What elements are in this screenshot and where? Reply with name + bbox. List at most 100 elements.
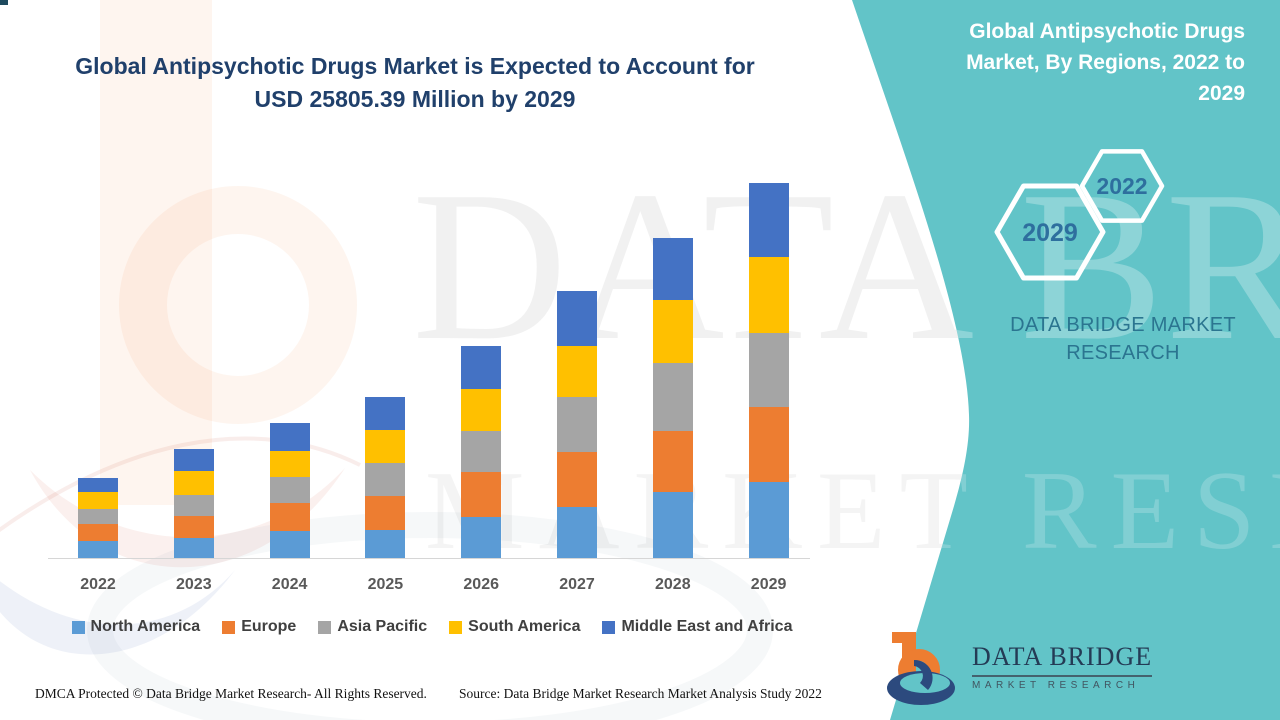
bar-segment-north-america <box>557 507 597 558</box>
x-axis-label: 2029 <box>750 576 787 593</box>
bar-segment-north-america <box>269 531 310 558</box>
legend-label: Asia Pacific <box>337 618 428 635</box>
bar-segment-south-america <box>652 300 693 364</box>
bar-segment-south-america <box>461 388 502 431</box>
side-panel-heading: Global Antipsychotic Drugs Market, By Re… <box>966 20 1245 105</box>
bar-segment-europe <box>269 503 310 532</box>
bar-segment-asia-pacific <box>365 462 406 496</box>
watermark-thin-arc <box>0 436 361 533</box>
x-axis-label: 2025 <box>367 576 404 593</box>
bar-2022 <box>78 478 118 558</box>
bar-segment-north-america <box>461 517 502 558</box>
bar-segment-north-america <box>748 482 789 558</box>
bar-segment-asia-pacific <box>652 363 693 431</box>
brand-logo-icon <box>887 632 955 705</box>
hexagon-2029 <box>994 183 1106 281</box>
bar-segment-asia-pacific <box>78 509 118 525</box>
hexagons <box>994 149 1165 281</box>
watermark-ellipse <box>87 512 773 720</box>
x-axis-label: 2026 <box>463 576 499 593</box>
legend-item-europe: Europe <box>222 618 296 636</box>
bar-segment-asia-pacific <box>748 332 789 408</box>
side-panel-shape <box>852 0 1280 720</box>
brand-logo: DATA BRIDGE MARKET RESEARCH <box>884 630 1153 710</box>
bar-segment-asia-pacific <box>269 477 310 504</box>
bar-segment-europe <box>748 407 789 483</box>
bar-segment-south-america <box>557 346 597 397</box>
legend-item-asia-pacific: Asia Pacific <box>318 618 427 636</box>
legend-swatch <box>602 620 616 634</box>
legend-label: Middle East and Africa <box>621 618 793 635</box>
bar-segment-middle-east-and-africa <box>557 291 597 346</box>
bar-segment-middle-east-and-africa <box>461 346 502 389</box>
bar-segment-middle-east-and-africa <box>652 238 693 301</box>
legend-label: North America <box>90 618 201 635</box>
bar-segment-asia-pacific <box>173 495 214 516</box>
bar-2025 <box>365 397 406 558</box>
bar-segment-middle-east-and-africa <box>365 397 406 430</box>
chart-title-line1: Global Antipsychotic Drugs Market is Exp… <box>75 53 755 79</box>
bar-segment-south-america <box>748 257 789 333</box>
bar-segment-asia-pacific <box>557 396 597 452</box>
x-axis-label: 2023 <box>176 576 212 593</box>
bar-segment-middle-east-and-africa <box>748 183 789 258</box>
bar-segment-europe <box>652 430 693 493</box>
bar-2026 <box>461 346 502 558</box>
bar-segment-europe <box>78 524 118 541</box>
bar-2023 <box>173 449 214 558</box>
bar-segment-middle-east-and-africa <box>78 478 118 493</box>
hexagon-2022-label: 2022 <box>1096 173 1148 199</box>
legend-item-south-america: South America <box>449 618 580 636</box>
bar-segment-south-america <box>173 470 214 496</box>
brand-logo-text: DATA BRIDGE MARKET RESEARCH <box>972 630 1153 691</box>
legend-swatch <box>71 620 85 634</box>
bar-segment-north-america <box>365 529 406 558</box>
bar-segment-europe <box>557 451 597 508</box>
bar-segment-middle-east-and-africa <box>269 423 310 452</box>
corner-accent <box>0 0 8 5</box>
legend-label: Europe <box>241 618 297 635</box>
legend-label: South America <box>468 618 581 635</box>
footer-source: Source: Data Bridge Market Research Mark… <box>459 686 822 701</box>
legend-item-north-america: North America <box>71 618 201 636</box>
x-axis-label: 2024 <box>271 576 308 593</box>
bar-2029 <box>748 183 789 558</box>
bar-segment-europe <box>365 495 406 530</box>
watermark-text-line2-on-teal: MARKET RESEARCH <box>425 449 1280 573</box>
legend-swatch <box>318 620 332 634</box>
logo-watermark-swoosh-blue <box>0 570 235 655</box>
brand-logo-title: DATA BRIDGE <box>972 642 1153 677</box>
chart-title: Global Antipsychotic Drugs Market is Exp… <box>70 50 760 116</box>
logo-watermark-stem <box>100 0 212 505</box>
bar-segment-south-america <box>365 429 406 463</box>
hexagon-2022 <box>1079 149 1165 223</box>
x-axis-label: 2027 <box>559 576 595 593</box>
x-axis-label: 2022 <box>80 576 116 593</box>
bar-segment-south-america <box>78 492 118 510</box>
bar-segment-north-america <box>173 538 214 558</box>
legend: North America Europe Asia Pacific South Ame… <box>48 618 816 636</box>
plot-area <box>78 183 789 558</box>
bar-segment-north-america <box>78 540 118 558</box>
bar-segment-europe <box>173 515 214 539</box>
bar-segment-south-america <box>269 451 310 478</box>
bar-segment-asia-pacific <box>461 430 502 473</box>
brand-logo-subtitle: MARKET RESEARCH <box>972 680 1140 691</box>
bar-segment-europe <box>461 472 502 518</box>
x-axis-label: 2028 <box>655 576 691 593</box>
bar-2024 <box>269 423 310 558</box>
bar-2028 <box>652 238 693 558</box>
chart-title-line2: USD 25805.39 Million by 2029 <box>254 86 576 112</box>
footer-copyright: DMCA Protected © Data Bridge Market Rese… <box>35 686 427 701</box>
brand-caption: DATA BRIDGE MARKET RESEARCH <box>1010 314 1236 364</box>
bar-2027 <box>557 291 597 558</box>
bar-segment-north-america <box>652 492 693 558</box>
legend-swatch <box>449 620 463 634</box>
legend-swatch <box>222 620 236 634</box>
hexagon-2029-label: 2029 <box>1022 219 1078 247</box>
logo-watermark-bowl <box>119 186 357 424</box>
bar-segment-middle-east-and-africa <box>173 449 214 471</box>
legend-item-middle-east-and-africa: Middle East and Africa <box>602 618 792 636</box>
